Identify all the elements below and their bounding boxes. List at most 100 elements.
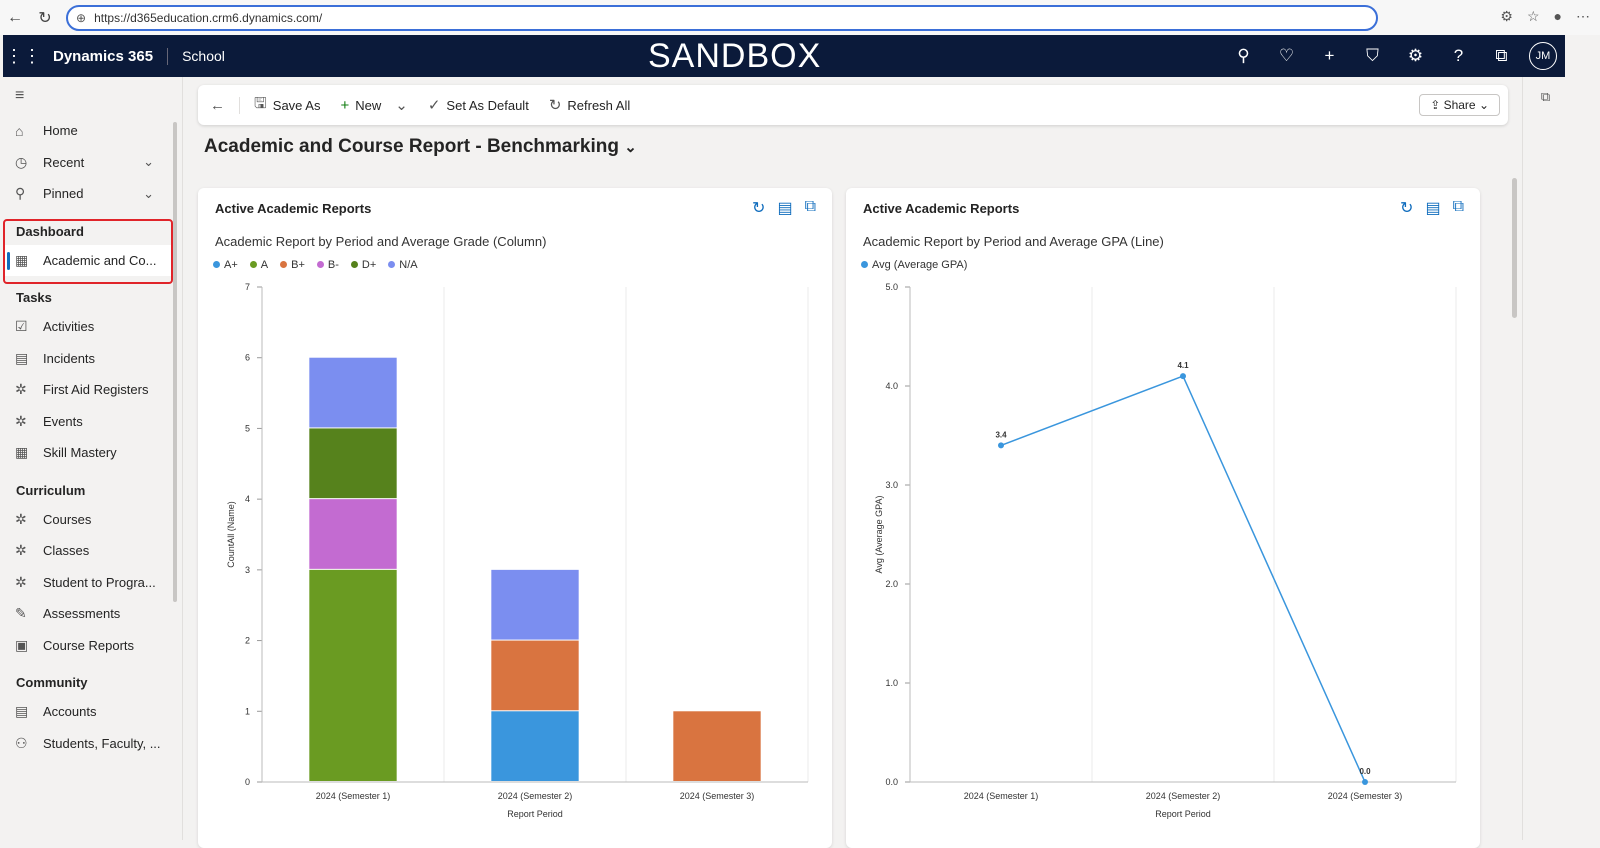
sidebar-scrollbar[interactable]	[173, 122, 177, 602]
legend-dot	[249, 261, 257, 268]
extension-icon[interactable]: ⚙	[1500, 8, 1513, 24]
expand-icon[interactable]: ⧉	[804, 198, 816, 215]
gear-icon[interactable]: ⚙	[1407, 46, 1424, 65]
sidebar-item[interactable]: ▣ Course Reports	[3, 630, 182, 662]
entity-icon: ⚇	[15, 734, 28, 751]
sidebar-item[interactable]: ✲ Classes	[3, 535, 182, 567]
main-scrollbar[interactable]	[1512, 178, 1517, 318]
refresh-icon: ↻	[548, 97, 562, 114]
expand-icon[interactable]: ⧉	[1452, 198, 1464, 215]
sidebar-item[interactable]: ▤ Accounts	[3, 696, 182, 728]
new-button[interactable]: + New ⌄	[340, 96, 408, 115]
bar-segment-A	[309, 569, 397, 781]
command-bar: ← 🖫 Save As + New ⌄ ✓ Set As Default ↻ Refres…	[198, 85, 1508, 125]
legend-item[interactable]: A+	[213, 259, 238, 271]
legend-label: Avg (Average GPA)	[872, 259, 968, 271]
sidebar-item[interactable]: ▤ Incidents	[3, 343, 182, 375]
back-button[interactable]: ←	[210, 96, 240, 114]
save-as-button[interactable]: 🖫 Save As	[254, 93, 320, 118]
entity-icon: ✲	[15, 542, 27, 559]
x-axis-title: Report Period	[1155, 809, 1211, 819]
sidebar-item[interactable]: ☑ Activities	[3, 311, 182, 343]
sidebar-item[interactable]: ✲ Courses	[3, 504, 182, 536]
copilot-icon[interactable]: ⧉	[1540, 89, 1551, 104]
sidebar-item[interactable]: ✎ Assessments	[3, 598, 182, 630]
page-title[interactable]: Academic and Course Report - Benchmarkin…	[204, 136, 637, 158]
view-records-icon[interactable]: ▤	[1425, 200, 1441, 217]
chevron-down-icon[interactable]: ⌄	[143, 154, 154, 170]
hamburger-icon[interactable]: ≡	[15, 87, 25, 104]
entity-icon: ✎	[15, 605, 27, 622]
help-icon[interactable]: ?	[1453, 46, 1464, 65]
x-tick-label: 2024 (Semester 2)	[498, 791, 573, 801]
reload-icon[interactable]: ↻	[38, 9, 52, 27]
view-records-icon[interactable]: ▤	[777, 200, 793, 217]
sidebar-item[interactable]: ⚇ Students, Faculty, ...	[3, 728, 182, 760]
sidebar-item-label: Incidents	[43, 350, 96, 366]
legend-item[interactable]: Avg (Average GPA)	[861, 259, 967, 271]
refresh-all-button[interactable]: ↻ Refresh All	[549, 96, 630, 114]
sidebar-item-label: Classes	[43, 543, 90, 559]
page-title-text: Academic and Course Report - Benchmarkin…	[204, 136, 619, 157]
plus-icon[interactable]: +	[1324, 46, 1335, 65]
sidebar-item-recent[interactable]: ◷ Recent ⌄	[3, 147, 182, 179]
sidebar-item-label: Course Reports	[43, 637, 135, 653]
sidebar-item[interactable]: ✲ Events	[3, 406, 182, 438]
y-axis-title: CountAll (Name)	[226, 501, 236, 568]
brand[interactable]: Dynamics 365	[43, 47, 169, 65]
sidebar-item-label: Courses	[43, 511, 92, 527]
copilot-icon[interactable]: ⧉	[1495, 46, 1508, 65]
home-icon: ⌂	[15, 122, 24, 139]
legend-item[interactable]: D+	[350, 259, 377, 271]
globe-icon: ⊕	[76, 11, 87, 25]
profile-icon[interactable]: ●	[1553, 8, 1562, 24]
entity-icon: ☑	[15, 318, 28, 335]
x-tick-label: 2024 (Semester 1)	[964, 791, 1039, 801]
chevron-down-icon[interactable]: ⌄	[624, 139, 637, 156]
chart-legend: Avg (Average GPA)	[861, 259, 967, 271]
legend-label: D+	[361, 259, 377, 271]
search-icon[interactable]: ⚲	[1237, 46, 1250, 65]
recent-icon: ◷	[15, 153, 28, 170]
legend-item[interactable]: B+	[280, 259, 305, 271]
save-as-label: Save As	[272, 97, 321, 113]
sidebar-item[interactable]: ✲ First Aid Registers	[3, 374, 182, 406]
sidebar-item-home[interactable]: ⌂ Home	[3, 115, 182, 147]
filter-icon[interactable]: ⛉	[1366, 46, 1379, 65]
sidebar-item-label: Activities	[43, 319, 95, 335]
entity-icon: ✲	[15, 573, 27, 590]
share-button[interactable]: ⇪ Share ⌄	[1419, 94, 1500, 116]
entity-icon: ✲	[15, 381, 27, 398]
refresh-icon[interactable]: ↻	[1400, 200, 1414, 217]
sidebar-item-label: Students, Faculty, ...	[43, 735, 161, 751]
sidebar-item[interactable]: ▦ Academic and Co...	[3, 244, 172, 276]
legend-dot	[280, 261, 288, 268]
set-as-default-button[interactable]: ✓ Set As Default	[428, 96, 529, 114]
legend-item[interactable]: N/A	[388, 259, 418, 271]
sidebar-item-label: Pinned	[43, 186, 84, 202]
avatar[interactable]: JM	[1529, 42, 1557, 70]
app-name[interactable]: School	[182, 48, 225, 64]
refresh-icon[interactable]: ↻	[752, 200, 766, 217]
sidebar-item[interactable]: ▦ Skill Mastery	[3, 437, 182, 469]
data-label: 0.0	[1359, 767, 1371, 776]
back-icon[interactable]: ←	[7, 8, 23, 26]
sidebar-item-pinned[interactable]: ⚲ Pinned ⌄	[3, 178, 182, 210]
legend-item[interactable]: B-	[316, 259, 339, 271]
favorites-icon[interactable]: ☆	[1526, 8, 1540, 24]
bar-segment-B+	[491, 640, 579, 711]
app-launcher-icon[interactable]: ⋮⋮	[5, 45, 41, 66]
more-icon[interactable]: ⋯	[1576, 8, 1590, 24]
sidebar-item-label: First Aid Registers	[43, 382, 149, 398]
lightbulb-icon[interactable]: ♡	[1278, 46, 1295, 65]
chevron-down-icon[interactable]: ⌄	[395, 97, 408, 114]
legend-item[interactable]: A	[249, 259, 269, 271]
sidebar-group-header: Community	[16, 675, 88, 690]
chart-subtitle: Academic Report by Period and Average GP…	[863, 234, 1164, 249]
address-bar[interactable]: ⊕ https://d365education.crm6.dynamics.com…	[66, 5, 1378, 31]
pinned-icon: ⚲	[15, 185, 26, 202]
chart-card-grades: Active Academic Reports ↻ ▤ ⧉ Academic Rep…	[198, 188, 832, 848]
sidebar-item[interactable]: ✲ Student to Progra...	[3, 567, 182, 599]
legend-label: A	[260, 259, 269, 271]
chevron-down-icon[interactable]: ⌄	[143, 185, 154, 201]
